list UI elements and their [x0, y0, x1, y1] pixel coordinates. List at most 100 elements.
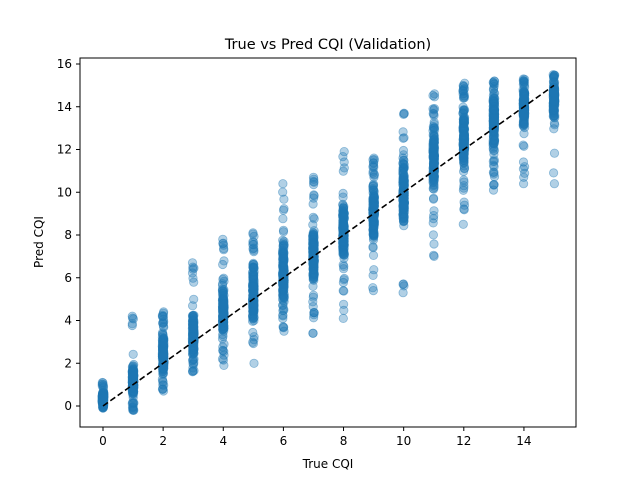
- data-point: [98, 392, 108, 402]
- data-point: [99, 391, 109, 401]
- data-point: [128, 365, 138, 375]
- data-point: [128, 372, 138, 382]
- data-point: [98, 388, 108, 398]
- data-point: [98, 395, 108, 405]
- data-point: [99, 399, 109, 409]
- data-point: [98, 403, 108, 413]
- data-point: [97, 390, 108, 400]
- data-point: [97, 393, 107, 403]
- data-point: [99, 393, 109, 404]
- data-point: [98, 394, 108, 404]
- data-point: [158, 344, 168, 354]
- data-point: [127, 313, 138, 323]
- data-point: [278, 227, 289, 237]
- data-point: [98, 392, 108, 402]
- data-point: [127, 371, 137, 382]
- y-tick-label: 8: [64, 228, 72, 242]
- data-point: [158, 343, 168, 353]
- x-tick-label: 8: [340, 434, 348, 448]
- data-point: [158, 338, 168, 349]
- data-point: [399, 172, 409, 182]
- data-point: [128, 368, 138, 378]
- data-point: [158, 384, 168, 394]
- data-point: [308, 281, 318, 291]
- y-tick-label: 4: [64, 314, 72, 328]
- data-point: [158, 345, 168, 356]
- data-point: [159, 360, 169, 370]
- data-point: [158, 368, 168, 379]
- data-point: [549, 148, 560, 158]
- data-point: [98, 396, 108, 407]
- data-point: [127, 385, 137, 395]
- data-point: [98, 392, 108, 402]
- data-point: [158, 342, 168, 353]
- data-point: [309, 214, 319, 224]
- data-point: [248, 337, 258, 347]
- data-point: [158, 346, 168, 356]
- data-point: [97, 391, 107, 402]
- data-point: [127, 311, 137, 321]
- data-point: [279, 243, 289, 253]
- data-point: [129, 371, 139, 381]
- data-point: [159, 351, 169, 361]
- data-point: [158, 342, 168, 353]
- data-point: [98, 389, 108, 399]
- data-point: [98, 383, 108, 393]
- data-point: [398, 288, 408, 298]
- data-point: [158, 360, 168, 370]
- data-point: [159, 351, 169, 362]
- data-point: [188, 345, 198, 355]
- data-point: [158, 345, 168, 355]
- data-point: [128, 364, 138, 374]
- data-point: [489, 117, 499, 127]
- data-point: [99, 395, 109, 405]
- data-point: [128, 405, 138, 415]
- data-point: [98, 395, 108, 405]
- data-point: [189, 263, 199, 273]
- data-point: [187, 311, 198, 321]
- data-point: [129, 377, 139, 387]
- data-point: [98, 393, 108, 403]
- data-point: [188, 355, 198, 365]
- data-point: [157, 328, 168, 338]
- data-point: [98, 380, 108, 390]
- data-point: [158, 364, 168, 374]
- x-tick-label: 4: [219, 434, 227, 448]
- data-point: [128, 405, 139, 415]
- data-point: [98, 392, 108, 403]
- data-point: [488, 185, 499, 195]
- data-point: [158, 350, 168, 360]
- data-point: [128, 386, 139, 397]
- data-point: [98, 388, 108, 398]
- data-point: [128, 367, 138, 377]
- data-point: [98, 389, 109, 399]
- data-point: [127, 373, 137, 384]
- data-point: [158, 335, 168, 346]
- data-point: [98, 391, 108, 402]
- data-point: [398, 159, 408, 169]
- data-point: [158, 343, 168, 353]
- data-point: [458, 102, 468, 112]
- data-point: [158, 342, 168, 352]
- data-point: [279, 292, 289, 302]
- data-point: [189, 294, 199, 304]
- data-point: [158, 366, 168, 377]
- data-point: [399, 108, 409, 118]
- data-point: [98, 393, 108, 403]
- data-point: [157, 352, 168, 362]
- x-tick-label: 10: [396, 434, 411, 448]
- data-point: [129, 359, 139, 370]
- data-point: [128, 363, 138, 373]
- data-point: [158, 343, 168, 353]
- data-point: [278, 179, 288, 189]
- data-point: [489, 105, 499, 115]
- data-point: [189, 322, 199, 332]
- data-point: [158, 351, 168, 361]
- data-point: [158, 365, 168, 375]
- data-point: [189, 328, 199, 338]
- data-point: [97, 394, 108, 404]
- data-point: [158, 347, 168, 357]
- data-point: [99, 393, 109, 403]
- data-point: [98, 394, 108, 404]
- data-point: [158, 346, 168, 356]
